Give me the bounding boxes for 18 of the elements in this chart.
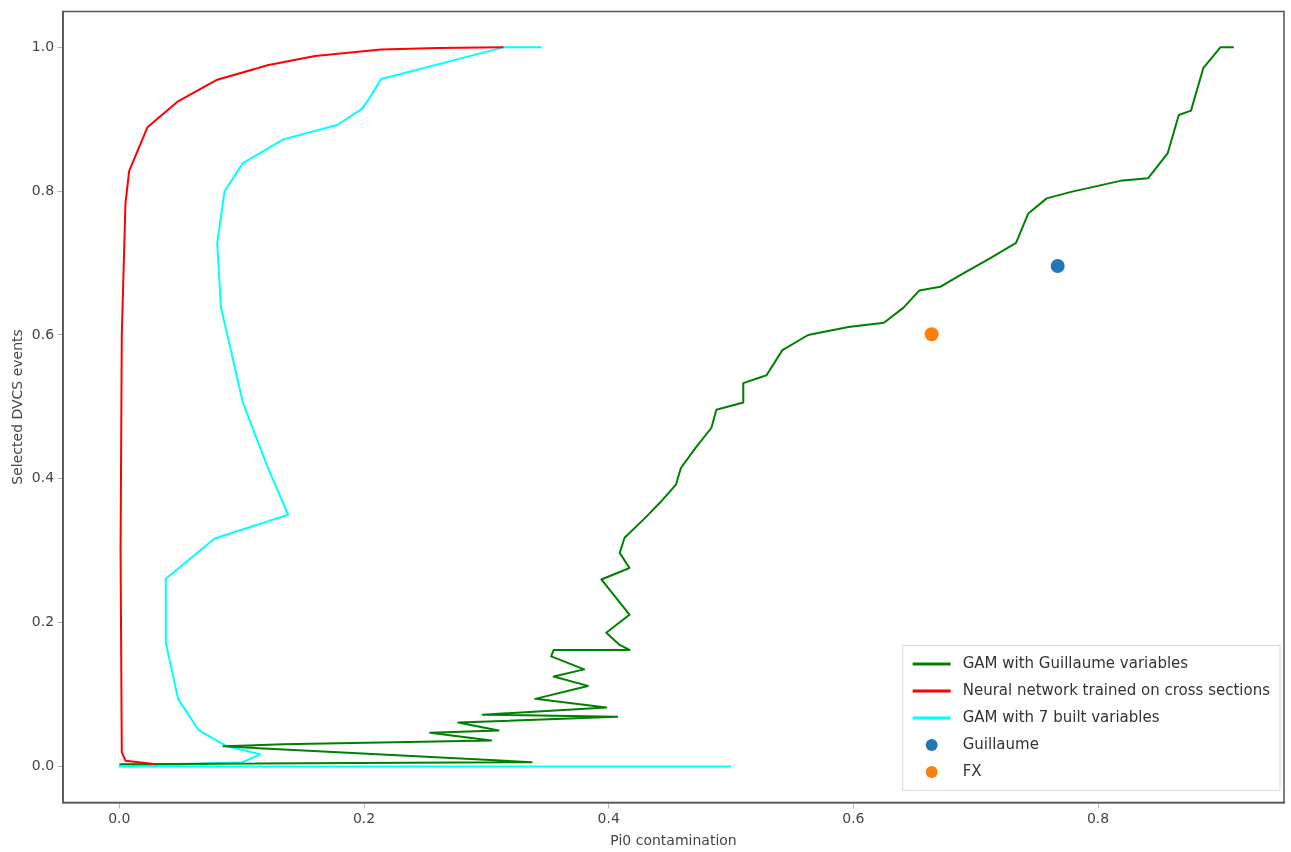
x-tick-label: 0.0 (108, 810, 131, 827)
legend-label: Guillaume (962, 734, 1039, 753)
legend-label: FX (962, 761, 982, 780)
y-tick-label: 0.0 (31, 757, 55, 774)
legend-label: GAM with 7 built variables (962, 707, 1160, 726)
x-tick-label: 0.8 (1086, 810, 1110, 827)
y-tick-label: 0.8 (31, 181, 55, 198)
legend-label: Neural network trained on cross sections (962, 680, 1271, 699)
y-tick-label: 1.0 (31, 38, 55, 54)
y-axis-title: Selected DVCS events (9, 329, 26, 485)
y-tick-label: 0.6 (31, 325, 55, 342)
x-tick-label: 0.6 (842, 810, 865, 827)
x-tick-label: 0.4 (597, 810, 620, 827)
y-tick-label: 0.4 (31, 469, 55, 486)
x-axis-title: Pi0 contamination (610, 832, 737, 849)
x-tick-label: 0.2 (352, 810, 376, 827)
y-tick-label: 0.2 (31, 613, 55, 630)
legend-label: GAM with Guillaume variables (962, 653, 1189, 672)
